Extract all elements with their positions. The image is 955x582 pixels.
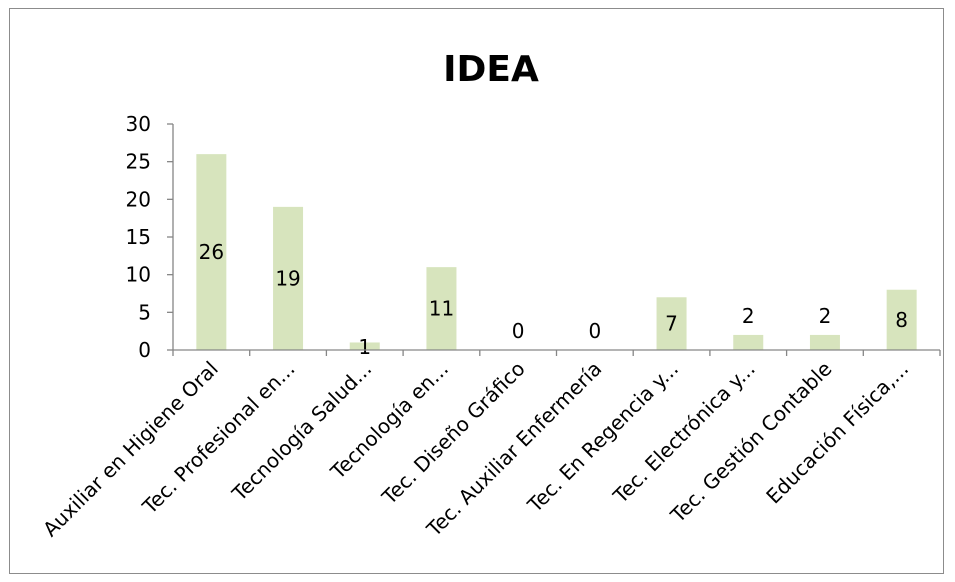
x-tick-label: Tecnología Salud... — [227, 357, 377, 507]
data-label: 0 — [512, 319, 525, 343]
data-label: 2 — [819, 304, 832, 328]
bar — [349, 342, 380, 350]
bar — [656, 297, 687, 350]
y-tick-label: 5 — [138, 300, 151, 324]
data-label: 19 — [275, 266, 300, 290]
y-tick-label: 30 — [126, 112, 151, 136]
data-label: 1 — [358, 335, 371, 359]
data-label: 11 — [429, 297, 454, 321]
y-tick-label: 20 — [126, 187, 151, 211]
y-tick-label: 10 — [126, 263, 151, 287]
chart-title: IDEA — [443, 49, 539, 90]
data-label: 2 — [742, 304, 755, 328]
y-tick-label: 25 — [126, 150, 151, 174]
y-tick-label: 0 — [138, 338, 151, 362]
x-tick-label: Tec. Electrónica y... — [608, 357, 760, 509]
bar — [886, 289, 917, 350]
data-label: 8 — [895, 308, 908, 332]
bar — [196, 154, 227, 350]
y-tick-label: 15 — [126, 225, 151, 249]
data-label: 26 — [199, 240, 224, 264]
bars — [196, 154, 917, 350]
data-label: 0 — [588, 319, 601, 343]
bar — [733, 334, 764, 350]
x-tick-label: Tec. En Regencia y... — [522, 357, 683, 518]
y-axis-ticks: 0 5 10 15 20 25 30 — [126, 112, 173, 362]
bar — [273, 206, 304, 350]
x-tick-label: Educación Física,... — [761, 357, 913, 509]
bar — [809, 334, 840, 350]
x-tick-label: Tec. Profesional en... — [137, 357, 300, 520]
data-label: 7 — [665, 312, 678, 336]
x-tick-label: Tec. Diseño Gráfico — [377, 357, 530, 510]
chart-frame — [9, 8, 944, 574]
bar — [426, 267, 457, 350]
